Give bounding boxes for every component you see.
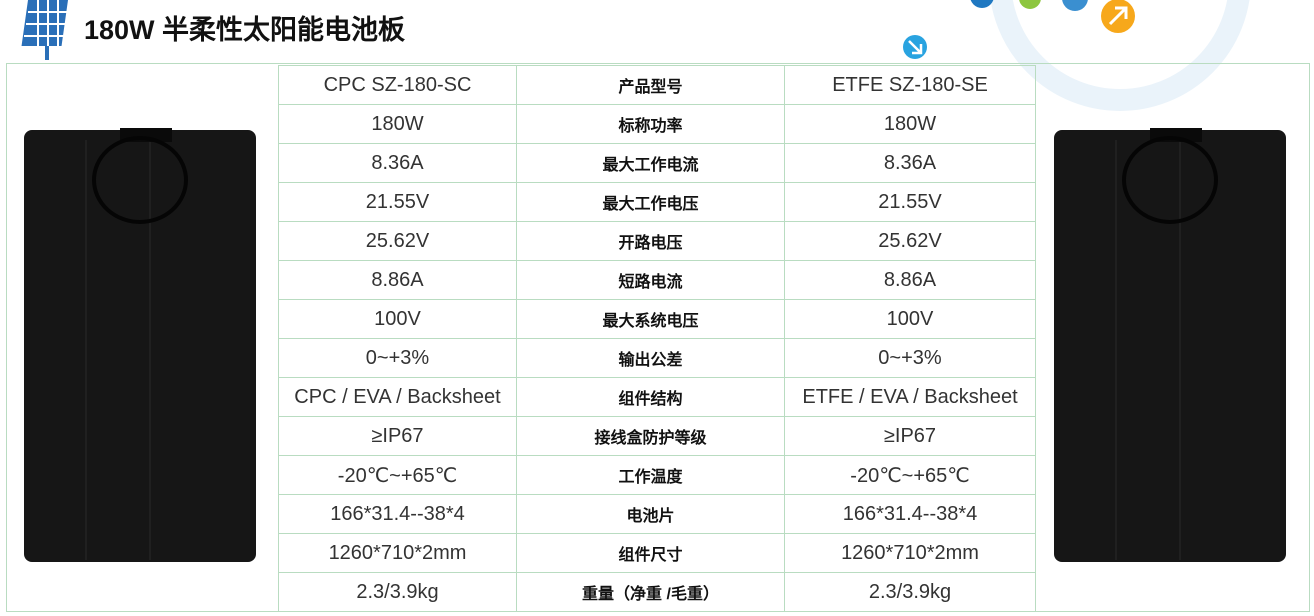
table-frame	[6, 63, 1310, 612]
spec-label: 组件尺寸	[516, 533, 785, 573]
spec-value: 180W	[278, 104, 517, 144]
icon	[1019, 0, 1041, 9]
spec-label: 输出公差	[516, 338, 785, 378]
table-row: -20℃~+65℃ 工作温度 -20℃~+65℃	[278, 455, 1036, 495]
solar-icon	[21, 0, 70, 60]
spec-value: 1260*710*2mm	[784, 533, 1036, 573]
spec-value: 2.3/3.9kg	[278, 572, 517, 612]
table-row: CPC SZ-180-SC 产品型号 ETFE SZ-180-SE	[278, 65, 1036, 105]
spec-value: 0~+3%	[278, 338, 517, 378]
spec-value: 1260*710*2mm	[278, 533, 517, 573]
panel-image-right	[1054, 128, 1286, 562]
spec-value: ETFE SZ-180-SE	[784, 65, 1036, 105]
spec-label: 组件结构	[516, 377, 785, 417]
spec-value: ≥IP67	[278, 416, 517, 456]
spec-value: 8.86A	[784, 260, 1036, 300]
table-row: CPC / EVA / Backsheet 组件结构 ETFE / EVA / Ba…	[278, 377, 1036, 417]
spec-value: 8.36A	[278, 143, 517, 183]
spec-label: 最大工作电流	[516, 143, 785, 183]
table-row: ≥IP67 接线盒防护等级 ≥IP67	[278, 416, 1036, 456]
spec-value: 100V	[784, 299, 1036, 339]
table-row: 1260*710*2mm 组件尺寸 1260*710*2mm	[278, 533, 1036, 573]
title: 180W 半柔性太阳能电池板	[84, 15, 406, 45]
table-row: 2.3/3.9kg 重量（净重 /毛重） 2.3/3.9kg	[278, 572, 1036, 612]
decor-ring	[990, 0, 1250, 111]
spec-value: CPC / EVA / Backsheet	[278, 377, 517, 417]
spec-label: 工作温度	[516, 455, 785, 495]
table-row: 166*31.4--38*4 电池片 166*31.4--38*4	[278, 494, 1036, 534]
spec-label: 产品型号	[516, 65, 785, 105]
spec-value: 25.62V	[784, 221, 1036, 261]
spec-value: CPC SZ-180-SC	[278, 65, 517, 105]
spec-table: CPC SZ-180-SC 产品型号 ETFE SZ-180-SE 180W 标称功率 1…	[278, 65, 1036, 612]
spec-value: 8.36A	[784, 143, 1036, 183]
spec-value: 25.62V	[278, 221, 517, 261]
spec-value: -20℃~+65℃	[784, 455, 1036, 495]
spec-label: 接线盒防护等级	[516, 416, 785, 456]
spec-label: 短路电流	[516, 260, 785, 300]
spec-value: 0~+3%	[784, 338, 1036, 378]
spec-value: 180W	[784, 104, 1036, 144]
spec-label: 重量（净重 /毛重）	[516, 572, 785, 612]
table-row: 180W 标称功率 180W	[278, 104, 1036, 144]
table-row: 21.55V 最大工作电压 21.55V	[278, 182, 1036, 222]
spec-value: 166*31.4--38*4	[784, 494, 1036, 534]
table-row: 8.36A 最大工作电流 8.36A	[278, 143, 1036, 183]
spec-value: 21.55V	[784, 182, 1036, 222]
table-row: 25.62V 开路电压 25.62V	[278, 221, 1036, 261]
table-row: 0~+3% 输出公差 0~+3%	[278, 338, 1036, 378]
spec-value: 21.55V	[278, 182, 517, 222]
spec-value: 100V	[278, 299, 517, 339]
spec-label: 标称功率	[516, 104, 785, 144]
icon	[970, 0, 994, 8]
spec-value: 2.3/3.9kg	[784, 572, 1036, 612]
spec-label: 最大工作电压	[516, 182, 785, 222]
spec-value: 8.86A	[278, 260, 517, 300]
table-row: 100V 最大系统电压 100V	[278, 299, 1036, 339]
spec-label: 最大系统电压	[516, 299, 785, 339]
spec-value: 166*31.4--38*4	[278, 494, 517, 534]
spec-value: ETFE / EVA / Backsheet	[784, 377, 1036, 417]
spec-label: 开路电压	[516, 221, 785, 261]
spec-value: ≥IP67	[784, 416, 1036, 456]
spec-label: 电池片	[516, 494, 785, 534]
icon	[1062, 0, 1088, 11]
panel-image-left	[24, 128, 256, 562]
spec-value: -20℃~+65℃	[278, 455, 517, 495]
table-row: 8.86A 短路电流 8.86A	[278, 260, 1036, 300]
